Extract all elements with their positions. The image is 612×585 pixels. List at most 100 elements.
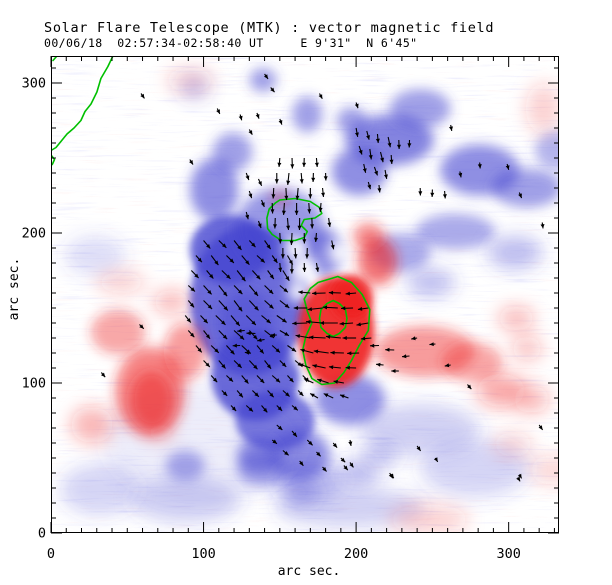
positive-flux-blob <box>270 192 289 205</box>
vector-arrowhead <box>375 138 380 143</box>
vector-arrowhead <box>391 369 396 373</box>
vector-arrowhead <box>237 245 242 250</box>
vector-arrowhead <box>277 162 282 167</box>
vector-arrowhead <box>339 321 344 326</box>
vector-arrowhead <box>505 165 510 170</box>
x-tick-label: 0 <box>47 546 55 562</box>
vector-arrowhead <box>433 457 438 462</box>
vector-arrowhead <box>342 336 347 340</box>
positive-flux-blob <box>153 290 190 314</box>
vector-arrowhead <box>518 193 522 199</box>
vector-arrowhead <box>232 343 237 348</box>
vector-arrowhead <box>312 291 317 296</box>
vector-arrowhead <box>248 130 253 135</box>
vector-arrowhead <box>229 258 234 263</box>
vector-arrowhead <box>347 351 352 356</box>
vector-arrowhead <box>307 209 312 214</box>
vector-arrowhead <box>280 254 285 259</box>
y-axis-label: arc sec. <box>7 258 22 321</box>
negative-flux-blob <box>415 213 495 250</box>
vector-arrowhead <box>285 392 290 397</box>
white-halo-blob <box>287 281 309 302</box>
vector-arrowhead <box>190 287 195 292</box>
vector-arrowhead <box>356 322 361 327</box>
vector-arrowhead <box>374 170 378 176</box>
vector-arrowhead <box>246 331 251 336</box>
vector-arrowhead <box>228 377 233 382</box>
vector-arrowhead <box>264 74 268 79</box>
vector-arrowhead <box>297 225 302 230</box>
negative-flux-blob <box>487 236 543 269</box>
vector-arrowhead <box>330 244 335 250</box>
vector-arrowhead <box>260 258 265 263</box>
vector-arrowhead <box>256 275 261 280</box>
vector-arrowhead <box>101 372 106 378</box>
vector-arrowhead <box>207 304 212 309</box>
vector-arrowhead <box>212 377 218 383</box>
vector-arrowhead <box>269 304 274 309</box>
vector-arrowhead <box>294 210 299 215</box>
vector-arrowhead <box>322 467 327 472</box>
vector-arrowhead <box>387 142 392 148</box>
vector-arrowhead <box>402 354 407 359</box>
vector-arrowhead <box>286 180 291 185</box>
vector-arrowhead <box>197 347 202 353</box>
contour-outer-core-contour <box>301 275 371 386</box>
vector-arrowhead <box>318 94 323 99</box>
vector-arrowhead <box>273 224 277 229</box>
vector-arrowhead <box>317 378 322 383</box>
vector-arrowhead <box>189 302 195 308</box>
positive-flux-blob <box>147 423 175 442</box>
vector-arrowhead <box>380 157 384 163</box>
x-tick-label: 300 <box>496 546 520 562</box>
negative-flux-blob <box>331 147 387 196</box>
vector-arrowhead <box>538 425 543 430</box>
vector-arrowhead <box>292 432 297 437</box>
vector-arrowhead <box>444 363 450 368</box>
vector-arrowhead <box>221 364 226 369</box>
vector-arrowhead <box>285 276 290 281</box>
positive-flux-blob <box>513 386 550 413</box>
vector-arrowhead <box>244 350 250 355</box>
vector-arrowhead <box>311 177 316 182</box>
vector-arrowhead <box>186 318 191 323</box>
vector-arrowhead <box>430 192 435 197</box>
vector-arrowhead <box>273 258 278 263</box>
vector-arrowhead <box>477 164 482 169</box>
vector-arrowhead <box>270 87 275 93</box>
negative-flux-blob <box>281 480 318 505</box>
positive-flux-blob <box>165 68 215 92</box>
vector-arrowhead <box>302 162 307 167</box>
positive-flux-blob <box>441 342 503 382</box>
vector-arrowhead <box>278 267 283 272</box>
vector-arrowhead <box>295 195 300 200</box>
vector-arrowhead <box>283 288 288 293</box>
vector-arrowhead <box>140 93 145 99</box>
x-tick-label: 100 <box>191 546 215 562</box>
vector-arrowhead <box>366 135 370 140</box>
vector-arrowhead <box>349 462 354 468</box>
vector-arrowhead <box>418 191 423 196</box>
vector-arrowhead <box>310 224 315 229</box>
negative-flux-blob <box>389 89 451 128</box>
vector-arrowhead <box>248 407 253 412</box>
vector-arrowhead <box>322 305 328 310</box>
vector-arrowhead <box>222 334 228 340</box>
vector-arrowhead <box>319 321 324 325</box>
vector-arrowhead <box>309 335 314 340</box>
vector-arrowhead <box>206 244 211 249</box>
vector-arrowhead <box>292 321 297 326</box>
positive-flux-blob <box>389 504 469 533</box>
positive-flux-blob <box>163 323 207 380</box>
vector-arrowhead <box>281 210 286 215</box>
negative-flux-blob <box>64 236 126 275</box>
vector-arrowhead <box>298 290 303 295</box>
vector-arrowhead <box>308 194 313 199</box>
vector-arrowhead <box>354 103 359 109</box>
vector-arrowhead <box>358 149 363 155</box>
vector-arrowhead <box>303 378 309 383</box>
negative-flux-blob <box>339 459 379 487</box>
vector-arrowhead <box>368 155 373 160</box>
